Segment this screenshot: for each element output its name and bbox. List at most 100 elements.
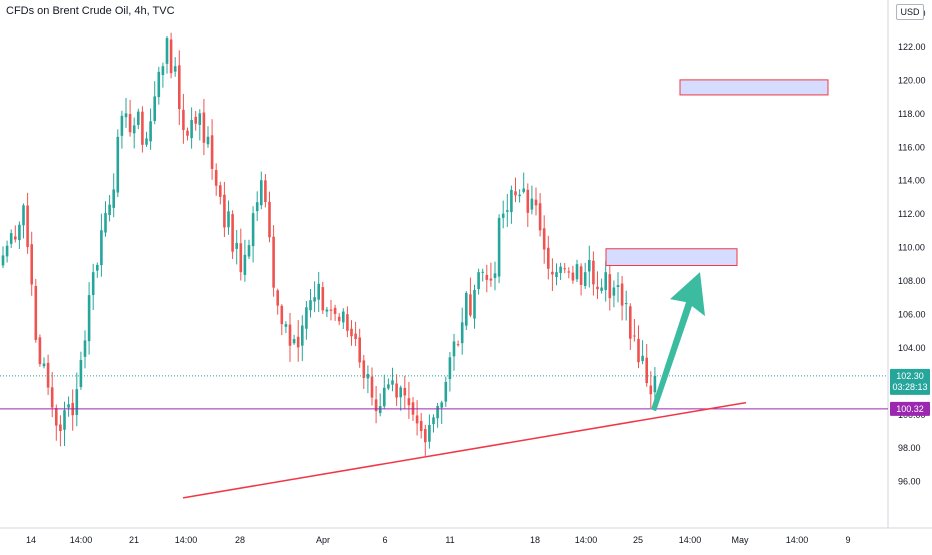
- candle-body: [555, 272, 558, 277]
- candle-body: [63, 410, 66, 430]
- candle-body: [489, 278, 493, 281]
- candle-body: [563, 268, 566, 270]
- candle-body: [354, 333, 357, 340]
- candle-body: [366, 373, 370, 379]
- candle-body: [276, 290, 279, 306]
- price-axis[interactable]: [888, 0, 932, 550]
- candle-body: [292, 339, 296, 344]
- y-tick-label: 116.00: [898, 142, 925, 152]
- candle-body: [206, 136, 210, 145]
- candle-body: [510, 189, 513, 213]
- y-tick-label: 110.00: [898, 243, 925, 253]
- candle-body: [538, 203, 542, 231]
- candle-body: [337, 316, 341, 322]
- candle-body: [395, 383, 398, 398]
- x-tick-label: 14:00: [679, 535, 702, 545]
- y-tick-label: 98.00: [898, 443, 921, 453]
- candle-body: [165, 38, 169, 64]
- candle-body: [305, 307, 308, 329]
- candle-body: [296, 336, 300, 348]
- x-tick-label: 6: [382, 535, 387, 545]
- candle-body: [59, 424, 62, 431]
- candle-body: [227, 211, 230, 228]
- candle-body: [370, 376, 374, 398]
- candle-body: [38, 337, 42, 365]
- candle-body: [616, 285, 620, 288]
- candle-body: [575, 264, 579, 280]
- candle-body: [145, 138, 148, 145]
- candle-body: [391, 380, 394, 385]
- candle-body: [358, 337, 361, 363]
- candle-body: [124, 113, 128, 118]
- candle-body: [18, 224, 21, 241]
- candle-body: [137, 111, 140, 125]
- candle-body: [378, 406, 382, 414]
- support-price-badge[interactable]: 100.32: [890, 401, 930, 416]
- y-tick-label: 106.00: [898, 309, 926, 319]
- candle-body: [5, 245, 9, 257]
- candle-body: [214, 170, 218, 186]
- candle-body: [620, 283, 624, 306]
- candle-body: [497, 217, 501, 277]
- candle-body: [268, 201, 271, 238]
- candle-body: [301, 325, 304, 346]
- x-tick-label: 11: [445, 535, 454, 545]
- x-tick-label: 21: [129, 535, 139, 545]
- candle-body: [309, 300, 312, 311]
- candle-body: [633, 335, 636, 337]
- candle-body: [469, 294, 472, 316]
- candle-body: [210, 135, 214, 169]
- candle-body: [456, 344, 460, 346]
- candle-body: [452, 341, 456, 357]
- candle-body: [14, 236, 17, 240]
- candle-body: [629, 306, 632, 339]
- candle-body: [448, 357, 452, 379]
- candle-body: [79, 359, 83, 387]
- candle-body: [637, 338, 640, 363]
- x-tick-label: May: [731, 535, 749, 545]
- candle-body: [67, 404, 70, 408]
- candle-body: [280, 305, 284, 325]
- candle-body: [173, 66, 177, 72]
- candle-body: [190, 119, 193, 139]
- candle-body: [231, 214, 234, 252]
- candle-body: [653, 375, 657, 393]
- target-zone[interactable]: [679, 79, 829, 96]
- candle-body: [264, 180, 267, 203]
- candle-body: [583, 272, 587, 287]
- candle-body: [432, 417, 435, 425]
- candle-body: [120, 115, 124, 136]
- candle-body: [645, 357, 648, 384]
- target-zone[interactable]: [605, 248, 738, 266]
- candle-body: [34, 286, 38, 340]
- candle-body: [350, 328, 353, 337]
- trendline[interactable]: [182, 401, 747, 499]
- projection-arrow[interactable]: [651, 272, 705, 412]
- x-tick-label: Apr: [316, 535, 330, 545]
- support-price-value: 100.32: [896, 404, 924, 414]
- candle-body: [219, 185, 222, 197]
- candle-body: [596, 286, 599, 290]
- candle-body: [465, 292, 468, 326]
- candle-body: [46, 362, 50, 388]
- candle-body: [198, 113, 202, 125]
- candle-body: [128, 114, 132, 133]
- x-tick-label: 14:00: [575, 535, 598, 545]
- candle-body: [473, 289, 476, 319]
- candle-body: [141, 111, 144, 145]
- candle-body: [407, 398, 411, 406]
- candle-body: [100, 230, 103, 266]
- candle-body: [567, 271, 571, 273]
- candle-body: [223, 194, 226, 228]
- candle-body: [288, 324, 292, 346]
- candle-body: [333, 307, 337, 314]
- candle-body: [42, 363, 46, 367]
- candle-body: [26, 205, 29, 248]
- candle-body: [9, 233, 13, 244]
- y-tick-label: 108.00: [898, 276, 926, 286]
- y-tick-label: 96.00: [898, 477, 921, 487]
- currency-label[interactable]: USD: [896, 4, 924, 20]
